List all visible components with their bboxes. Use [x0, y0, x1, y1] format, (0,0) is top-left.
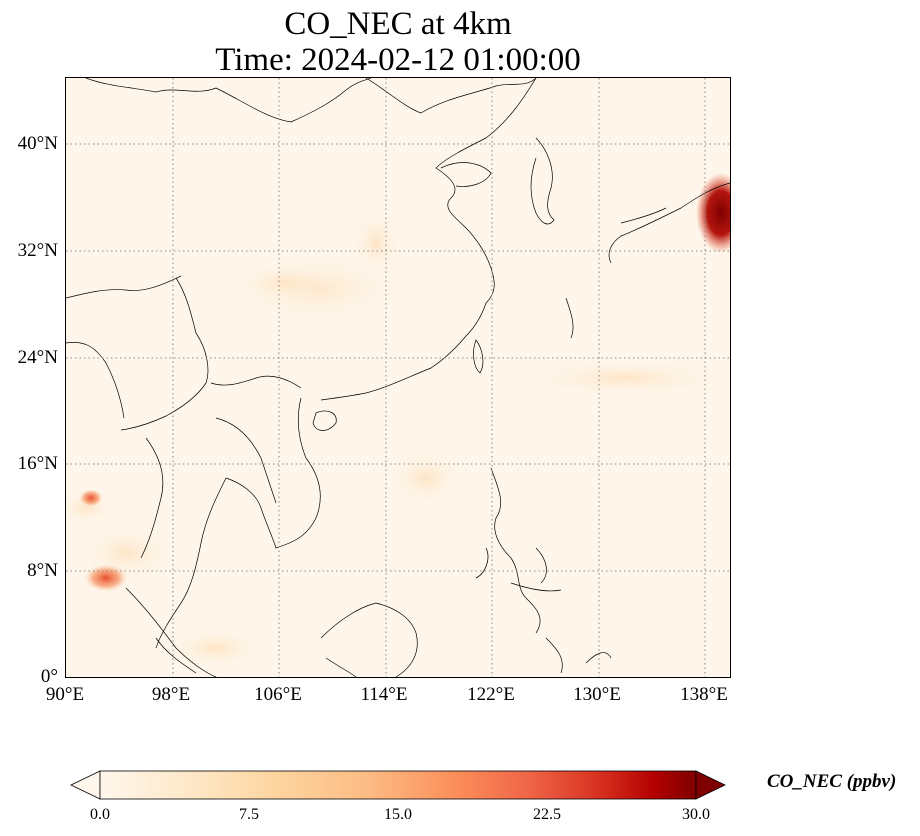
- lon-tick-98e: 98°E: [151, 684, 191, 705]
- lat-tick-32n: 32°N: [17, 240, 58, 261]
- colorbar-label: CO_NEC (ppbv): [767, 771, 897, 792]
- map-title: CO_NEC at 4km: [284, 6, 512, 42]
- coastlines-and-borders: [66, 78, 730, 677]
- lat-tick-16n: 16°N: [17, 453, 58, 474]
- lon-tick-106e: 106°E: [254, 684, 302, 705]
- lat-tick-40n: 40°N: [17, 133, 58, 154]
- colorbar-extend-max: [695, 770, 726, 800]
- map-gridlines: [66, 78, 730, 677]
- map-canvas: [66, 78, 730, 677]
- lon-tick-138e: 138°E: [680, 684, 728, 705]
- lon-tick-114e: 114°E: [360, 684, 408, 705]
- colorbar-tick-15: 15.0: [384, 806, 412, 823]
- colorbar-tick-7-5: 7.5: [239, 806, 259, 823]
- colorbar: [70, 770, 726, 800]
- lat-tick-24n: 24°N: [17, 347, 58, 368]
- lon-tick-122e: 122°E: [467, 684, 515, 705]
- lat-tick-0: 0°: [40, 666, 58, 687]
- co-concentration-field: [66, 173, 730, 670]
- lon-tick-90e: 90°E: [45, 684, 85, 705]
- colorbar-gradient: [70, 770, 726, 800]
- colorbar-tick-30: 30.0: [682, 806, 710, 823]
- lon-tick-130e: 130°E: [573, 684, 621, 705]
- map-plot-area: [65, 77, 731, 678]
- colorbar-tick-0: 0.0: [90, 806, 110, 823]
- lat-tick-8n: 8°N: [27, 560, 58, 581]
- colorbar-extend-min: [70, 770, 101, 800]
- colorbar-tick-22-5: 22.5: [533, 806, 561, 823]
- map-subtitle-time: Time: 2024-02-12 01:00:00: [215, 42, 581, 78]
- colorbar-body: [99, 770, 697, 800]
